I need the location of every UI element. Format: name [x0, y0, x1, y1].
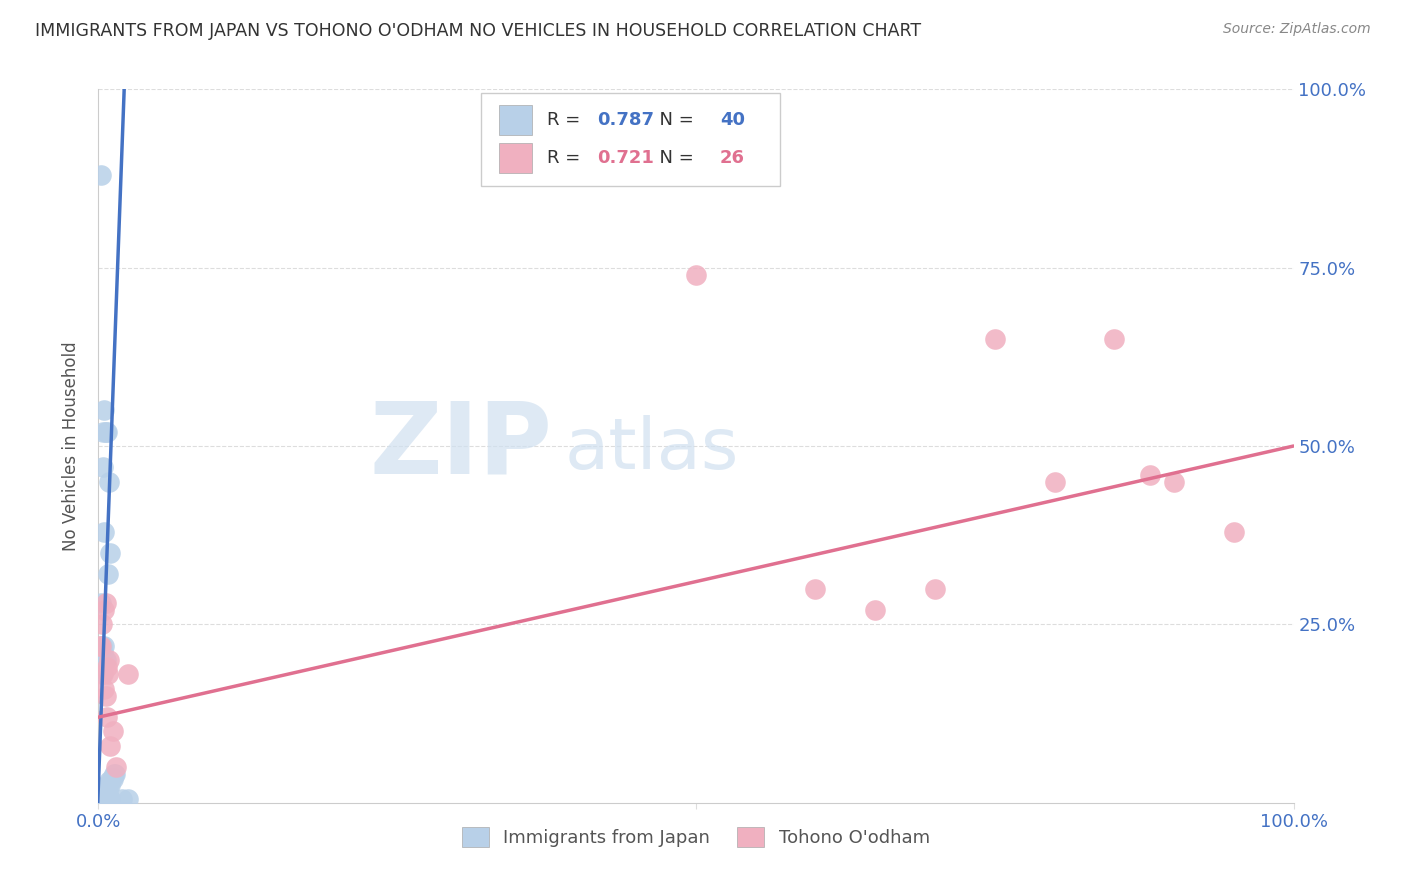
Point	[98, 792, 122, 806]
Point	[90, 790, 112, 805]
Point	[94, 783, 117, 797]
Text: 0.787: 0.787	[596, 111, 654, 128]
Point	[104, 767, 127, 781]
Point	[93, 781, 115, 796]
Point	[91, 789, 114, 803]
Point	[91, 425, 114, 439]
Point	[105, 760, 128, 774]
Legend: Immigrants from Japan, Tohono O'odham: Immigrants from Japan, Tohono O'odham	[454, 820, 938, 855]
Point	[89, 792, 111, 806]
Point	[96, 425, 118, 439]
Point	[98, 653, 121, 667]
Point	[97, 781, 120, 796]
Point	[685, 268, 707, 282]
Point	[98, 546, 122, 560]
Text: 26: 26	[720, 150, 745, 168]
Point	[91, 617, 114, 632]
Point	[100, 771, 122, 785]
Point	[98, 475, 121, 489]
Point	[94, 653, 117, 667]
Point	[91, 646, 114, 660]
Text: N =: N =	[648, 150, 700, 168]
Point	[94, 794, 117, 808]
Point	[94, 689, 117, 703]
Point	[93, 794, 115, 808]
Text: 40: 40	[720, 111, 745, 128]
Point	[117, 667, 139, 681]
Text: Source: ZipAtlas.com: Source: ZipAtlas.com	[1223, 22, 1371, 37]
Point	[96, 785, 118, 799]
Point	[117, 792, 139, 806]
Point	[865, 603, 887, 617]
Point	[96, 710, 118, 724]
Point	[1223, 524, 1246, 539]
Point	[98, 778, 122, 792]
Point	[111, 792, 134, 806]
Point	[96, 660, 118, 674]
Point	[91, 787, 114, 801]
Point	[1163, 475, 1185, 489]
Point	[91, 639, 114, 653]
Point	[98, 774, 121, 789]
Point	[984, 332, 1007, 346]
Text: atlas: atlas	[565, 415, 740, 484]
Text: ZIP: ZIP	[370, 398, 553, 494]
Point	[91, 667, 114, 681]
Point	[97, 667, 120, 681]
Point	[91, 667, 114, 681]
Text: 0.721: 0.721	[596, 150, 654, 168]
Point	[94, 780, 117, 794]
Text: IMMIGRANTS FROM JAPAN VS TOHONO O'ODHAM NO VEHICLES IN HOUSEHOLD CORRELATION CHA: IMMIGRANTS FROM JAPAN VS TOHONO O'ODHAM …	[35, 22, 921, 40]
Point	[93, 681, 115, 696]
Point	[90, 639, 112, 653]
Point	[96, 778, 118, 792]
Point	[90, 596, 112, 610]
Point	[1139, 467, 1161, 482]
Point	[94, 425, 117, 439]
Y-axis label: No Vehicles in Household: No Vehicles in Household	[62, 341, 80, 551]
Point	[93, 785, 115, 799]
Bar	[499, 144, 533, 173]
Point	[91, 460, 114, 475]
Point	[98, 739, 122, 753]
Point	[97, 567, 120, 582]
Point	[103, 767, 125, 781]
Point	[93, 403, 115, 417]
Point	[89, 639, 111, 653]
Point	[94, 596, 117, 610]
Point	[804, 582, 827, 596]
Point	[1104, 332, 1126, 346]
Bar	[499, 105, 533, 135]
Point	[93, 524, 115, 539]
Text: N =: N =	[648, 111, 700, 128]
Text: R =: R =	[547, 150, 585, 168]
FancyBboxPatch shape	[481, 93, 780, 186]
Point	[924, 582, 946, 596]
Point	[101, 772, 124, 787]
Text: R =: R =	[547, 111, 585, 128]
Point	[1043, 475, 1066, 489]
Point	[101, 724, 124, 739]
Point	[97, 792, 120, 806]
Point	[93, 639, 115, 653]
Point	[93, 603, 115, 617]
Point	[98, 790, 121, 805]
Point	[90, 168, 112, 182]
